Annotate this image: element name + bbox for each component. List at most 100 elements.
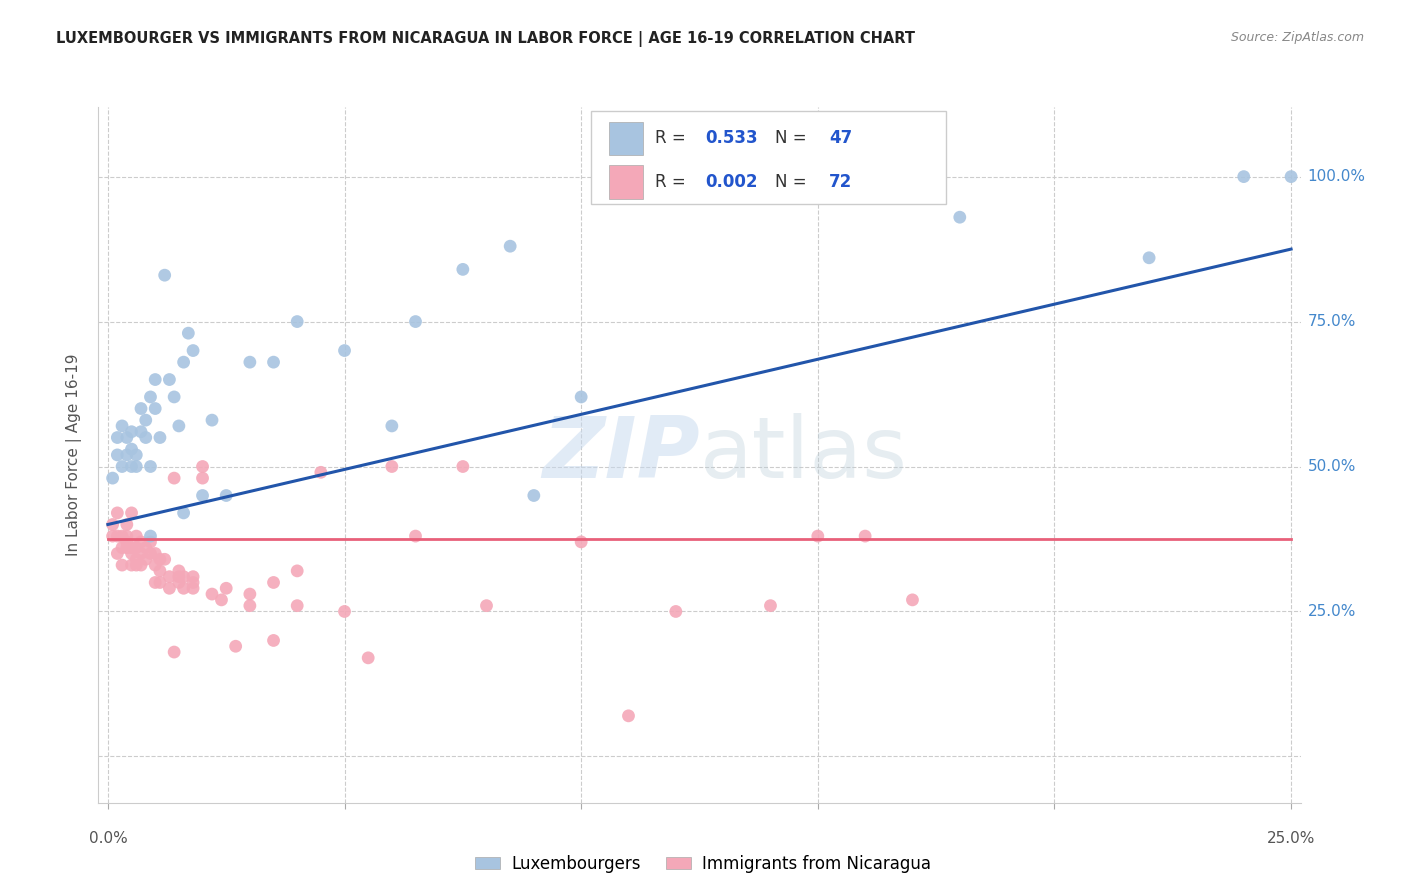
Point (405, 529, 427, 543)
Text: LUXEMBOURGER VS IMMIGRANTS FROM NICARAGUA IN LABOR FORCE | AGE 16-19 CORRELATION: LUXEMBOURGER VS IMMIGRANTS FROM NICARAGU… (56, 31, 915, 47)
Point (381, 419, 404, 434)
Point (105, 529, 128, 543)
Point (129, 425, 152, 439)
FancyBboxPatch shape (609, 121, 643, 155)
Text: R =: R = (655, 129, 690, 147)
Point (499, 239, 522, 253)
Text: atlas: atlas (699, 413, 907, 497)
Point (163, 390, 186, 404)
Point (125, 529, 148, 543)
Point (129, 534, 152, 549)
Point (115, 517, 138, 532)
Point (135, 541, 157, 555)
Point (149, 564, 172, 578)
Point (191, 459, 214, 474)
Point (167, 570, 190, 584)
Text: R =: R = (655, 173, 690, 191)
Point (807, 529, 830, 543)
Point (759, 599, 782, 613)
Point (125, 552, 148, 566)
Text: 0.533: 0.533 (706, 129, 758, 147)
Point (111, 459, 134, 474)
Point (1137, 251, 1160, 265)
Point (167, 575, 190, 590)
Point (569, 534, 592, 549)
Point (181, 570, 204, 584)
Text: 100.0%: 100.0% (1308, 169, 1365, 184)
Point (129, 401, 152, 416)
Point (309, 466, 332, 480)
Point (139, 390, 162, 404)
Y-axis label: In Labor Force | Age 16-19: In Labor Force | Age 16-19 (66, 353, 83, 557)
Point (617, 708, 640, 723)
Point (111, 529, 134, 543)
Point (101, 517, 124, 532)
Text: 25.0%: 25.0% (1308, 604, 1355, 619)
Point (405, 315, 427, 329)
Point (139, 529, 162, 543)
Point (451, 262, 474, 277)
Point (333, 605, 356, 619)
Point (121, 506, 143, 520)
Point (181, 575, 204, 590)
Point (101, 529, 124, 543)
Point (381, 459, 404, 474)
Point (163, 471, 186, 485)
Point (143, 575, 166, 590)
Point (115, 541, 138, 555)
Point (105, 506, 128, 520)
Text: 0.002: 0.002 (706, 173, 758, 191)
Point (135, 431, 157, 445)
Point (215, 582, 238, 596)
Point (225, 639, 247, 653)
Text: N =: N = (775, 173, 813, 191)
Point (125, 541, 148, 555)
Point (333, 343, 356, 358)
Point (115, 529, 138, 543)
Text: Source: ZipAtlas.com: Source: ZipAtlas.com (1230, 31, 1364, 45)
Point (1233, 169, 1256, 184)
Point (201, 587, 224, 601)
Point (475, 599, 498, 613)
Point (121, 558, 143, 573)
Point (191, 489, 214, 503)
Point (129, 558, 152, 573)
Point (167, 419, 190, 434)
Point (125, 459, 148, 474)
Point (111, 541, 134, 555)
Point (139, 459, 162, 474)
Point (129, 546, 152, 561)
Point (105, 431, 128, 445)
Point (149, 431, 172, 445)
Point (191, 471, 214, 485)
Legend: Luxembourgers, Immigrants from Nicaragua: Luxembourgers, Immigrants from Nicaragua (468, 848, 938, 880)
Point (105, 448, 128, 462)
Point (853, 529, 876, 543)
Point (285, 315, 308, 329)
Point (285, 599, 308, 613)
Point (167, 564, 190, 578)
Point (153, 268, 176, 282)
Point (135, 552, 157, 566)
Point (173, 506, 195, 520)
Point (263, 633, 285, 648)
Point (157, 582, 180, 596)
Point (121, 541, 143, 555)
Point (115, 431, 138, 445)
Point (153, 552, 176, 566)
Point (139, 546, 162, 561)
Point (143, 373, 166, 387)
Point (181, 582, 204, 596)
Point (149, 575, 172, 590)
Point (125, 558, 148, 573)
Point (1279, 169, 1302, 184)
Point (101, 471, 124, 485)
Point (181, 343, 204, 358)
Point (139, 534, 162, 549)
Text: 50.0%: 50.0% (1308, 459, 1355, 474)
Point (173, 582, 195, 596)
Point (523, 489, 546, 503)
Point (173, 355, 195, 369)
Point (157, 570, 180, 584)
Point (215, 489, 238, 503)
